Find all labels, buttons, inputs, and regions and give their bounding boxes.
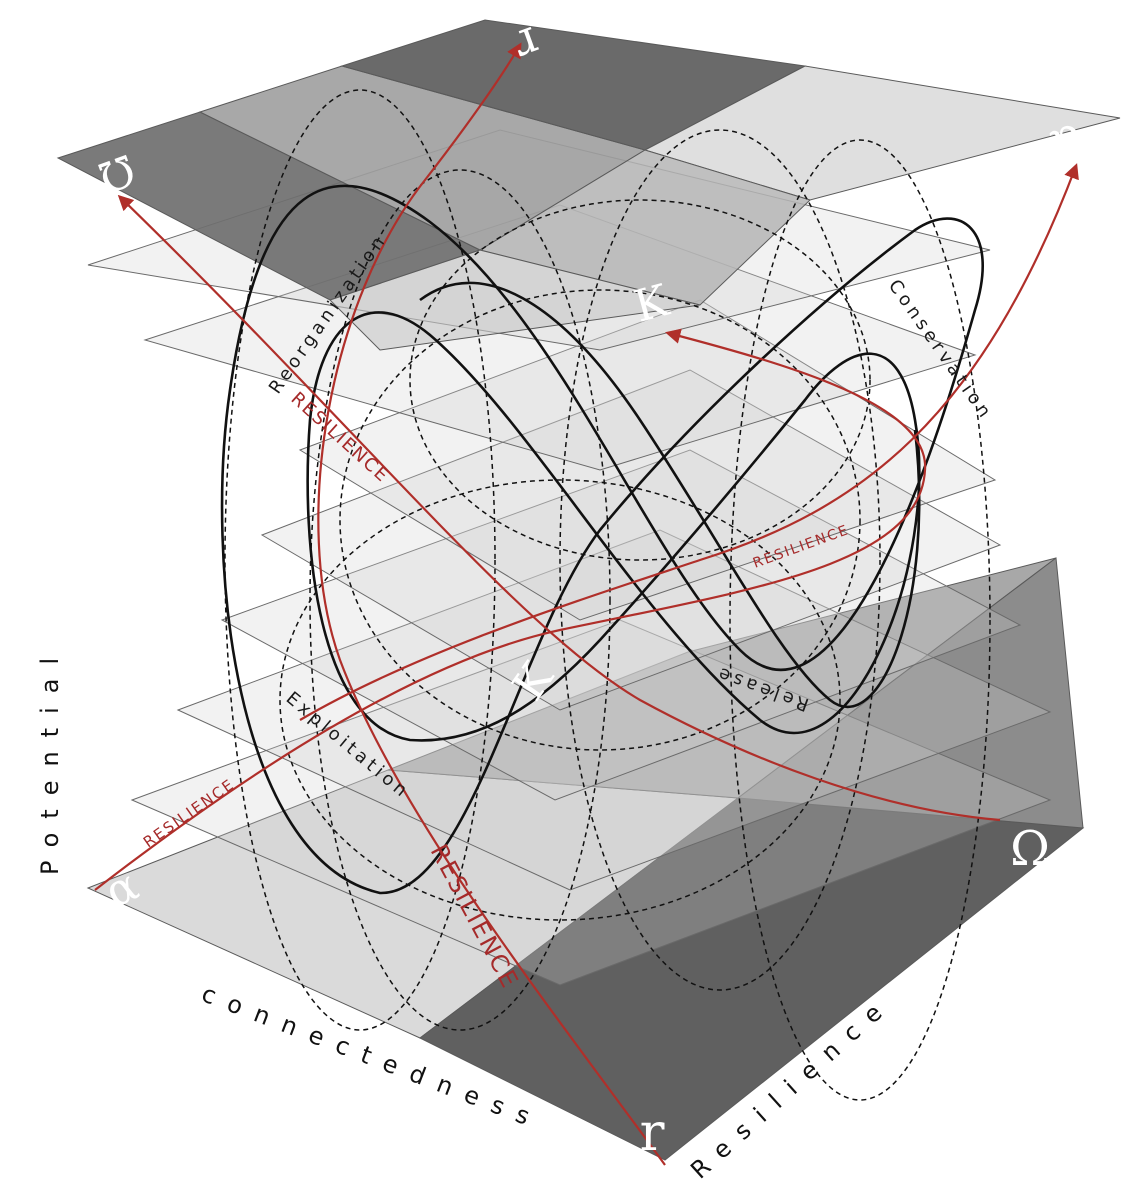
- cycle-loops: [220, 184, 985, 895]
- top-plane: [56, 19, 1121, 351]
- dashed-loops: [224, 89, 991, 1101]
- corner-omega-bottom: Ω: [1010, 821, 1050, 877]
- bottom-plane: [86, 557, 1085, 1161]
- axis-potential: Potential: [36, 644, 64, 875]
- resilience-arrows: [94, 42, 1079, 1166]
- corner-r-bottom: r: [640, 1103, 665, 1163]
